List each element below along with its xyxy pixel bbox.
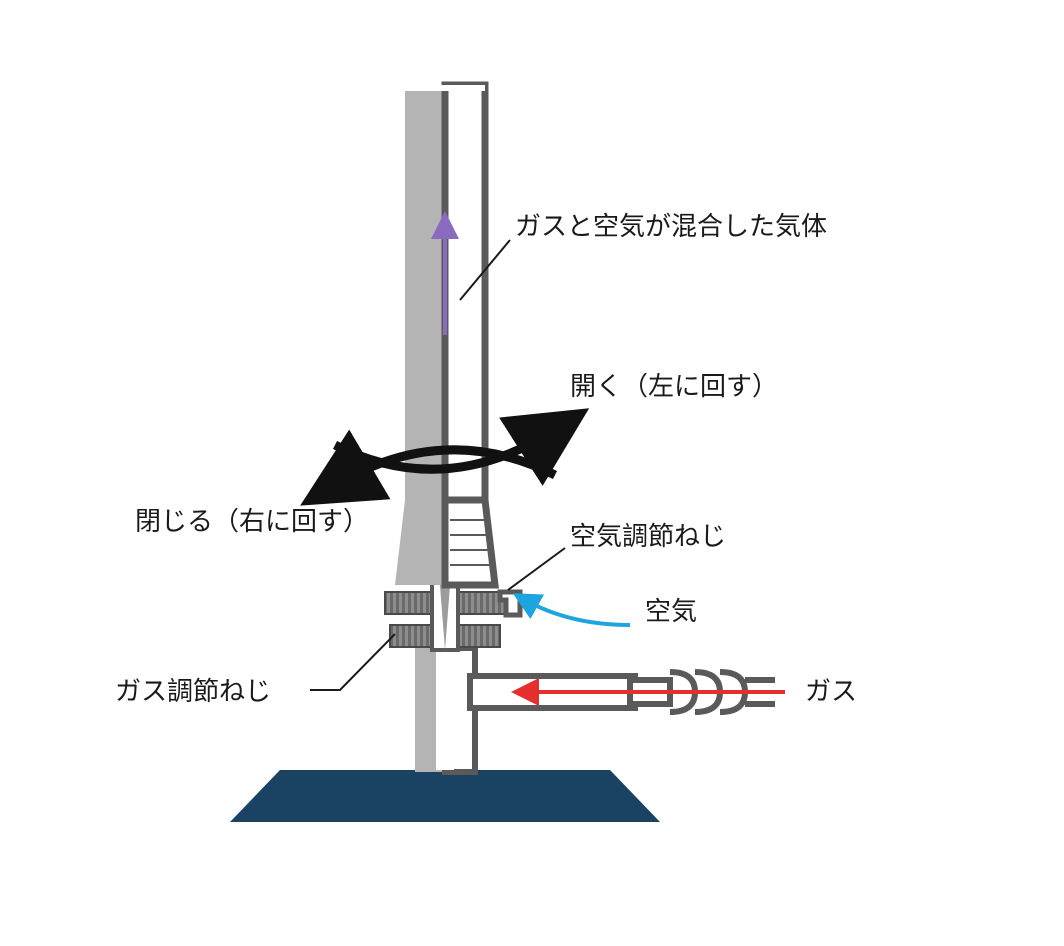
collar-left: [395, 500, 445, 585]
barrel-left: [405, 85, 445, 500]
air-arrow: [525, 600, 630, 625]
label-close: 閉じる（右に回す）: [135, 506, 369, 536]
burner-base: [230, 770, 660, 822]
label-air-screw: 空気調節ねじ: [570, 521, 726, 551]
label-air: 空気: [645, 596, 697, 626]
label-open: 開く（左に回す）: [570, 371, 778, 401]
label-gas: ガス: [805, 676, 857, 706]
collar-right: [445, 500, 495, 585]
label-mixed-gas: ガスと空気が混合した気体: [515, 211, 827, 241]
label-gas-screw: ガス調節ねじ: [115, 676, 271, 706]
bunsen-burner-diagram: ガスと空気が混合した気体 開く（左に回す） 閉じる（右に回す） 空気調節ねじ 空…: [0, 0, 1064, 946]
